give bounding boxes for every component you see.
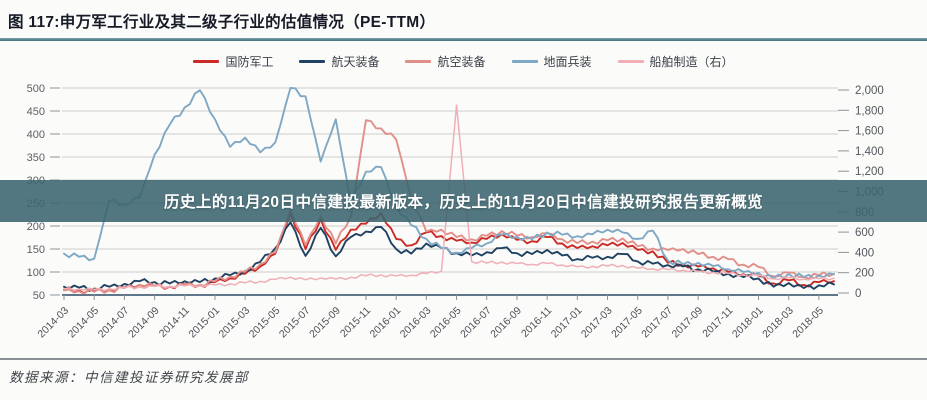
x-axis-label: 2017-11 [700, 305, 735, 340]
x-axis-label: 2018-03 [760, 305, 796, 341]
x-axis-label: 2017-07 [639, 305, 675, 341]
left-axis-label: 500 [27, 83, 45, 95]
right-axis-label: 1,400 [855, 146, 884, 158]
legend-item-1: 国防军工 [193, 53, 273, 70]
x-axis-label: 2016-11 [519, 305, 554, 340]
x-axis-label: 2017-01 [549, 305, 585, 341]
right-axis-label: 0 [855, 288, 861, 300]
x-axis-label: 2015-07 [277, 305, 313, 341]
left-axis-label: 150 [27, 244, 45, 256]
legend-label: 地面兵装 [543, 54, 592, 69]
x-axis-label: 2016-09 [488, 305, 524, 341]
legend-label: 国防军工 [225, 54, 274, 69]
series-line-1 [63, 212, 835, 295]
x-axis-label: 2017-09 [669, 305, 705, 341]
legend-item-3: 航空装备 [405, 53, 486, 70]
x-axis-label: 2018-01 [730, 305, 766, 341]
x-axis-label: 2016-05 [428, 305, 464, 341]
legend-item-4: 地面兵装 [511, 53, 592, 70]
x-axis-label: 2015-11 [338, 305, 373, 340]
data-source-label: 数据来源：中信建投证券研究发展部 [9, 370, 249, 385]
legend-swatch-icon [617, 59, 644, 63]
left-axis-label: 350 [27, 152, 45, 164]
x-axis-label: 2014-07 [96, 305, 132, 341]
left-axis-label: 200 [27, 221, 45, 233]
watermark-banner: 历史上的11月20日中信建投最新版本，历史上的11月20日中信建投研究报告更新概… [0, 180, 927, 222]
series-line-4 [63, 87, 835, 280]
left-axis-label: 400 [27, 129, 45, 141]
right-axis-label: 1,200 [855, 166, 884, 178]
right-axis-label: 1,600 [855, 126, 884, 138]
right-axis-label: 1,800 [855, 105, 884, 117]
left-axis-label: 100 [27, 267, 45, 279]
x-axis-label: 2017-05 [609, 305, 645, 341]
x-axis-label: 2015-03 [217, 305, 253, 341]
series-line-3 [63, 119, 835, 295]
legend-swatch-icon [193, 59, 220, 63]
legend-item-5: 船舶制造（右） [617, 53, 734, 70]
x-axis-label: 2015-01 [186, 305, 222, 341]
left-axis-label: 450 [27, 106, 45, 118]
right-axis-label: 600 [855, 227, 874, 239]
x-axis-label: 2016-01 [368, 305, 404, 341]
legend-swatch-icon [511, 59, 538, 63]
legend-swatch-icon [299, 59, 326, 63]
x-axis-label: 2017-03 [579, 305, 615, 341]
legend-label: 航天装备 [331, 54, 380, 69]
x-axis-label: 2015-09 [307, 305, 343, 341]
watermark-text: 历史上的11月20日中信建投最新版本，历史上的11月20日中信建投研究报告更新概… [163, 194, 764, 211]
legend-swatch-icon [405, 59, 432, 63]
x-axis-label: 2016-03 [398, 305, 434, 341]
x-axis-label: 2014-05 [66, 305, 102, 341]
left-axis-label: 50 [33, 290, 45, 302]
right-axis-label: 400 [855, 247, 874, 259]
footer-divider [0, 358, 927, 360]
legend-item-2: 航天装备 [299, 53, 379, 70]
x-axis-label: 2014-03 [35, 305, 71, 341]
legend-label: 船舶制造（右） [649, 54, 734, 69]
x-axis-label: 2015-05 [247, 305, 283, 341]
x-axis-label: 2016-07 [458, 305, 494, 341]
title-divider [0, 38, 927, 41]
figure-title: 图 117:申万军工行业及其二级子行业的估值情况（PE-TTM） [8, 14, 436, 31]
legend-label: 航空装备 [437, 54, 486, 69]
x-axis-label: 2014-11 [157, 305, 192, 340]
chart-legend: 国防军工 航天装备 航空装备 地面兵装 船舶制造（右） [0, 52, 927, 70]
x-axis-label: 2018-05 [790, 305, 826, 341]
right-axis-label: 200 [855, 268, 874, 280]
right-axis-label: 2,000 [855, 85, 884, 97]
x-axis-label: 2014-09 [126, 305, 162, 341]
